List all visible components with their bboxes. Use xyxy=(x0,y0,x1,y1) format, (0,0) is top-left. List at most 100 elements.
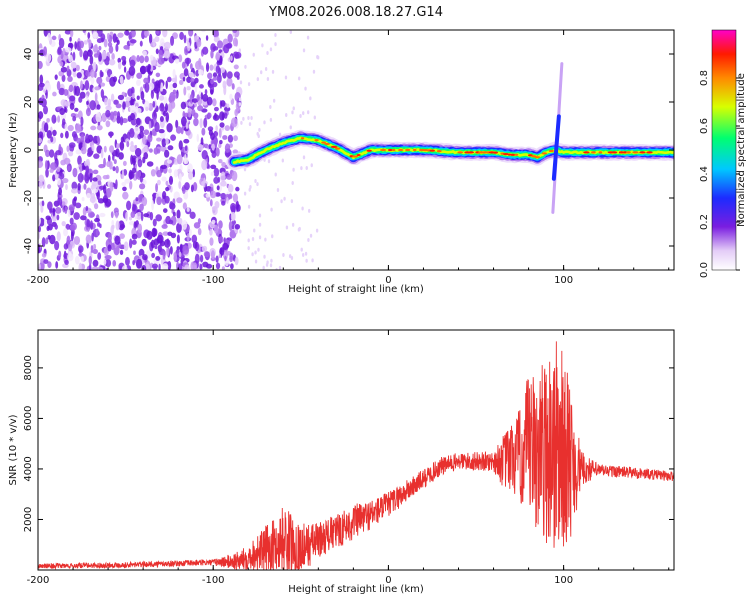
noise-speck xyxy=(234,223,241,230)
noise-speck xyxy=(77,172,84,183)
noise-speck xyxy=(142,50,147,57)
noise-speck xyxy=(92,248,98,255)
faint-speck xyxy=(252,52,255,57)
noise-speck xyxy=(192,182,198,192)
noise-speck xyxy=(178,54,183,63)
faint-speck xyxy=(271,234,274,239)
noise-speck xyxy=(107,154,111,163)
noise-speck xyxy=(64,130,69,139)
noise-speck xyxy=(107,244,112,252)
noise-speck xyxy=(226,71,233,79)
noise-speck xyxy=(234,108,239,117)
noise-speck xyxy=(99,212,106,218)
noise-speck xyxy=(96,135,100,143)
noise-speck xyxy=(141,196,148,207)
noise-speck xyxy=(51,35,57,41)
noise-speck xyxy=(179,79,184,85)
noise-speck xyxy=(144,55,149,63)
noise-speck xyxy=(122,101,126,110)
noise-speck xyxy=(43,105,48,115)
faint-speck xyxy=(270,207,273,212)
noise-speck xyxy=(80,215,87,221)
noise-speck xyxy=(193,112,199,119)
noise-speck xyxy=(88,255,92,265)
noise-speck xyxy=(54,74,58,80)
noise-speck xyxy=(113,99,119,105)
noise-speck xyxy=(97,180,102,186)
faint-speck xyxy=(305,258,308,263)
noise-speck xyxy=(62,177,69,184)
noise-speck xyxy=(159,116,164,122)
noise-speck xyxy=(63,88,69,97)
noise-speck xyxy=(136,54,140,63)
noise-speck xyxy=(67,42,74,49)
noise-speck xyxy=(126,141,130,148)
noise-speck xyxy=(78,262,83,270)
noise-speck xyxy=(94,86,101,91)
faint-speck xyxy=(304,251,308,256)
noise-speck xyxy=(119,116,124,126)
noise-speck xyxy=(150,169,156,177)
signal-core-peak xyxy=(583,151,590,154)
noise-speck xyxy=(69,36,72,42)
faint-speck xyxy=(313,115,317,120)
noise-speck xyxy=(182,76,186,82)
noise-speck xyxy=(115,220,120,231)
noise-speck xyxy=(57,178,61,186)
noise-speck xyxy=(178,263,183,270)
signal-core-peak xyxy=(330,145,338,148)
faint-speck xyxy=(265,262,269,267)
noise-speck xyxy=(209,199,213,207)
signal-core-peak xyxy=(622,151,628,154)
faint-speck xyxy=(266,50,269,55)
noise-speck xyxy=(83,160,91,167)
noise-speck xyxy=(189,211,196,220)
faint-speck xyxy=(264,237,267,242)
noise-speck xyxy=(141,238,147,247)
faint-speck xyxy=(274,172,277,177)
noise-speck xyxy=(121,55,127,62)
noise-speck xyxy=(155,255,161,261)
noise-speck xyxy=(131,239,137,245)
noise-speck xyxy=(176,154,183,165)
noise-speck xyxy=(61,201,66,206)
noise-speck xyxy=(87,32,91,39)
noise-speck xyxy=(222,135,228,140)
noise-speck xyxy=(126,200,132,211)
noise-speck xyxy=(73,235,81,245)
noise-speck xyxy=(56,80,61,91)
noise-speck xyxy=(47,201,53,211)
noise-speck xyxy=(143,213,150,218)
noise-speck xyxy=(64,206,68,215)
noise-speck xyxy=(130,113,136,121)
noise-speck xyxy=(55,149,62,156)
noise-speck xyxy=(182,202,187,210)
noise-speck xyxy=(230,55,233,62)
y-tick-label: 2000 xyxy=(23,507,34,532)
noise-speck xyxy=(151,110,158,121)
noise-speck xyxy=(75,123,81,134)
noise-speck xyxy=(135,258,143,269)
noise-speck xyxy=(170,35,175,47)
noise-speck xyxy=(199,118,203,129)
noise-speck xyxy=(211,150,217,159)
noise-speck xyxy=(79,49,83,58)
faint-speck xyxy=(292,106,295,111)
noise-speck xyxy=(94,92,98,102)
signal-core-peak xyxy=(352,155,359,158)
noise-speck xyxy=(210,171,215,176)
signal-core-peak xyxy=(356,153,361,157)
noise-speck xyxy=(151,199,154,211)
noise-speck xyxy=(155,214,162,222)
noise-speck xyxy=(203,177,206,188)
noise-speck xyxy=(186,85,191,91)
noise-speck xyxy=(54,224,58,230)
noise-speck xyxy=(91,181,98,187)
noise-speck xyxy=(64,47,72,53)
noise-speck xyxy=(184,264,190,270)
colorbar-gradient xyxy=(711,29,737,271)
noise-speck xyxy=(210,132,215,141)
signal-core-peak xyxy=(541,152,548,155)
signal-core-peak xyxy=(436,149,442,153)
noise-speck xyxy=(191,98,199,103)
